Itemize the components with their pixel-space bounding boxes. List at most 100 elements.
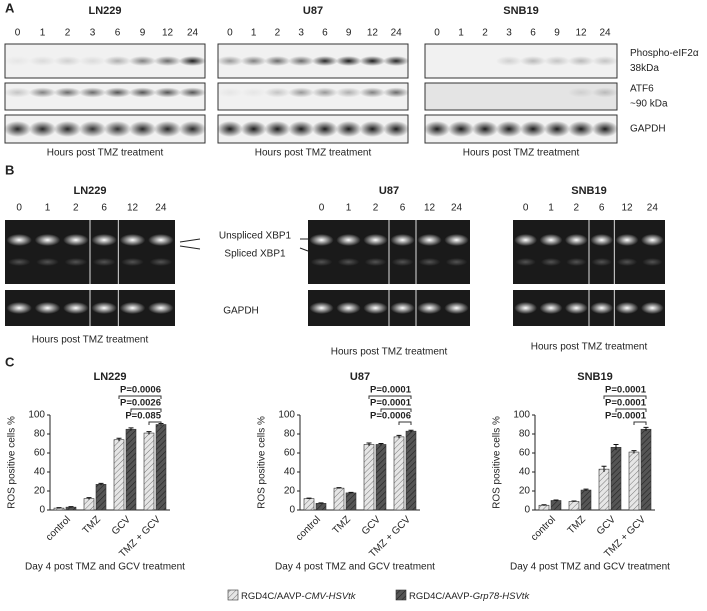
- blot-band: [216, 121, 243, 137]
- gel-band: [148, 234, 174, 246]
- blot-band: [240, 56, 267, 66]
- error-bar: [56, 507, 62, 509]
- gel-band: [337, 258, 360, 266]
- blot-band: [423, 121, 451, 137]
- x-tick-label: GCV: [360, 514, 383, 537]
- y-tick-label: 80: [519, 429, 531, 440]
- lane-label: 0: [434, 28, 440, 39]
- x-tick-label: TMZ: [566, 514, 588, 536]
- lane-label: 1: [251, 28, 257, 39]
- lane-label: 2: [373, 203, 379, 214]
- bar: [598, 468, 610, 511]
- gel-band: [590, 302, 614, 314]
- lane-label: 24: [451, 203, 463, 214]
- bar: [375, 444, 387, 511]
- x-axis-label: Day 4 post TMZ and GCV treatment: [510, 562, 670, 573]
- bar: [405, 430, 417, 511]
- x-tick-label: TMZ: [331, 514, 353, 536]
- y-tick-label: 40: [284, 467, 296, 478]
- gel-band: [590, 234, 614, 246]
- x-axis-label: Day 4 post TMZ and GCV treatment: [25, 562, 185, 573]
- blot-band: [103, 56, 132, 66]
- panel-label: A: [5, 0, 15, 15]
- gel-band: [91, 302, 117, 314]
- y-tick-label: 40: [34, 467, 46, 478]
- y-tick-label: 80: [34, 429, 46, 440]
- p-value: P=0.0001: [370, 398, 412, 409]
- error-bar: [541, 504, 547, 506]
- legend-swatch: [395, 589, 407, 601]
- lane-label: 0: [227, 28, 233, 39]
- gel-band: [642, 258, 663, 266]
- cell-line-name: SNB19: [571, 185, 606, 197]
- row-label: ATF6: [630, 84, 654, 95]
- bar: [95, 484, 107, 511]
- gel-band: [444, 302, 469, 314]
- p-value: P=0.0026: [120, 398, 161, 409]
- blot-band: [264, 121, 291, 137]
- gel-band: [514, 302, 538, 314]
- panel-label: B: [5, 162, 14, 177]
- gel-band: [444, 234, 469, 246]
- lane-label: 1: [548, 203, 554, 214]
- lane-label: 9: [346, 28, 352, 39]
- lane-label: 12: [424, 203, 436, 214]
- lane-label: 3: [506, 28, 512, 39]
- x-tick-label: control: [294, 514, 323, 543]
- error-bar: [408, 429, 414, 433]
- gel-band: [540, 258, 562, 266]
- chart-title: SNB19: [577, 371, 612, 383]
- blot-band: [103, 121, 132, 137]
- significance-bracket: [130, 408, 162, 412]
- significance-bracket: [148, 421, 162, 425]
- gel-band: [63, 302, 89, 314]
- lane-label: 3: [298, 28, 304, 39]
- gel-band: [391, 258, 414, 266]
- error-bar: [601, 465, 607, 472]
- x-tick-label: TMZ: [81, 514, 103, 536]
- p-value: P=0.0001: [605, 411, 647, 422]
- y-axis-label: ROS positive cells %: [492, 416, 503, 509]
- axis-caption: Hours post TMZ treatment: [47, 148, 164, 159]
- axis-caption: Hours post TMZ treatment: [32, 335, 149, 346]
- bar: [83, 498, 95, 511]
- lane-label: 6: [599, 203, 605, 214]
- band-label: Unspliced XBP1: [219, 231, 292, 242]
- blot-band: [567, 56, 595, 66]
- error-bar: [643, 426, 649, 432]
- gel-band: [417, 234, 442, 246]
- gel-band: [363, 302, 388, 314]
- blot-band: [178, 121, 207, 137]
- y-axis-label: ROS positive cells %: [257, 416, 268, 509]
- legend-entry: RGD4C/AAVP-CMV-HSVtk: [241, 591, 357, 602]
- lane-label: 1: [346, 203, 352, 214]
- blot-band: [591, 56, 619, 66]
- blot-band: [53, 56, 82, 66]
- blot-band: [311, 87, 338, 98]
- blot-band: [53, 87, 82, 98]
- gel-band: [92, 258, 116, 266]
- y-tick-label: 40: [519, 467, 531, 478]
- y-tick-label: 100: [513, 410, 530, 421]
- gel-band: [309, 234, 334, 246]
- error-bar: [146, 431, 152, 435]
- legend-entry: RGD4C/AAVP-Grp78-HSVtk: [409, 591, 530, 602]
- blot-band: [28, 56, 57, 66]
- blot-band: [311, 121, 338, 137]
- blot-band: [359, 121, 386, 137]
- significance-bracket: [118, 395, 162, 399]
- significance-bracket: [615, 408, 647, 412]
- error-bar: [366, 442, 372, 446]
- blot-band: [153, 56, 182, 66]
- legend-swatch: [227, 589, 239, 601]
- lane-label: 6: [400, 203, 406, 214]
- band-label: Spliced XBP1: [224, 249, 286, 260]
- blot-band: [288, 121, 315, 137]
- blot-band: [103, 87, 132, 98]
- blot-band: [3, 121, 32, 137]
- gel-band: [63, 234, 89, 246]
- gel-band: [616, 258, 638, 266]
- error-bar: [583, 488, 589, 491]
- gel-band: [418, 258, 441, 266]
- lane-label: 6: [530, 28, 536, 39]
